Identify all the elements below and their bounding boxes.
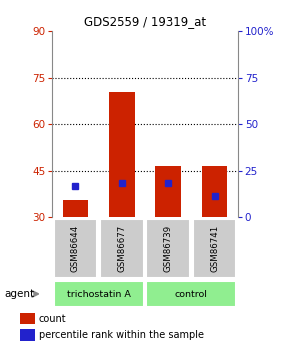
Bar (20, 329, 35, 341)
Bar (20, 313, 35, 324)
Bar (54, 219, 97, 278)
Bar (54, 281, 144, 307)
Bar (109, 92, 135, 217)
Text: agent: agent (4, 289, 35, 299)
Text: GSM86741: GSM86741 (210, 225, 219, 272)
Text: control: control (175, 289, 208, 299)
Bar (193, 219, 236, 278)
Text: GSM86739: GSM86739 (164, 225, 173, 272)
Text: percentile rank within the sample: percentile rank within the sample (39, 330, 204, 340)
Text: count: count (39, 314, 66, 324)
Bar (63, 200, 88, 217)
Bar (202, 166, 227, 217)
Text: GDS2559 / 19319_at: GDS2559 / 19319_at (84, 16, 206, 29)
Bar (146, 281, 236, 307)
Bar (100, 219, 144, 278)
Text: GSM86677: GSM86677 (117, 225, 126, 272)
Bar (155, 166, 181, 217)
Text: GSM86644: GSM86644 (71, 225, 80, 272)
Bar (146, 219, 190, 278)
Text: trichostatin A: trichostatin A (67, 289, 130, 299)
